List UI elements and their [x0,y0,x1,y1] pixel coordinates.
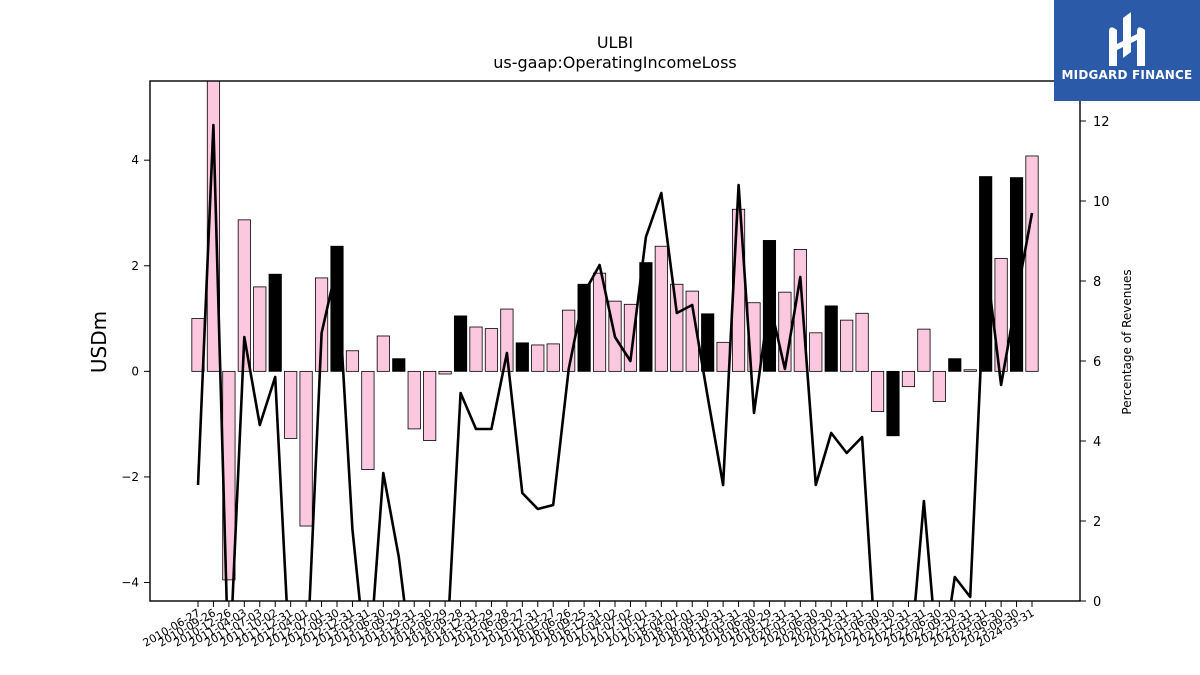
midgard-logo-icon [1109,12,1145,66]
bar [268,273,282,372]
bar [870,370,885,412]
y2-tick-label: 12 [1093,115,1110,130]
bar [639,262,653,372]
y2-tick-label: 8 [1093,275,1101,290]
bar [840,319,854,372]
bar [392,358,406,372]
bar [484,328,499,372]
bar [515,342,529,372]
axes: −4−20240246810122010-06-272010-09-262010… [121,80,1110,650]
bar [206,81,221,372]
bar [654,245,668,372]
bar [469,326,483,372]
y-axis-label: USDm [87,311,111,373]
percentage-line [196,123,1034,601]
bar-series [191,81,1039,581]
logo-text: MIDGARD FINANCE [1061,68,1193,82]
bar [917,328,931,372]
bar [592,272,607,372]
bar [809,332,823,372]
y-tick-label: −2 [121,470,139,484]
bar [361,370,375,470]
bar [284,370,298,439]
bar [407,370,421,430]
bar [500,308,514,372]
bar [562,309,576,372]
bar [453,315,468,372]
bar [855,312,869,372]
bar [314,277,329,372]
bar [1009,177,1024,372]
y2-tick-label: 10 [1093,195,1110,210]
line-series [196,123,1034,601]
y-tick-label: 4 [131,153,139,167]
bar [994,257,1008,372]
bar [824,305,838,372]
y2-tick-label: 6 [1093,355,1101,370]
bar [685,290,699,372]
bar [886,370,900,437]
y-tick-label: 0 [131,364,139,378]
bar [299,370,313,527]
bar [253,286,267,372]
bar [778,291,792,372]
bar [901,370,916,388]
bar [948,358,962,372]
chart-title: ULBI [597,33,633,52]
bar [237,219,251,372]
bar [963,369,977,372]
y2-tick-label: 4 [1093,435,1101,450]
y2-axis-label: Percentage of Revenues [1120,269,1134,414]
bar [345,350,360,372]
bar [438,370,452,375]
bar [531,344,545,372]
bar [1025,155,1039,372]
bar [546,343,560,372]
y-tick-label: −4 [121,576,139,590]
bar [670,283,684,372]
y2-tick-label: 2 [1093,515,1101,530]
bar [701,313,715,372]
y-tick-label: 2 [131,259,139,273]
brand-logo: MIDGARD FINANCE [1054,0,1200,101]
bar [423,370,437,441]
bar [716,341,730,372]
bar [932,370,946,402]
bar [376,335,390,372]
y2-tick-label: 0 [1093,595,1101,610]
chart-subtitle: us-gaap:OperatingIncomeLoss [493,53,737,72]
